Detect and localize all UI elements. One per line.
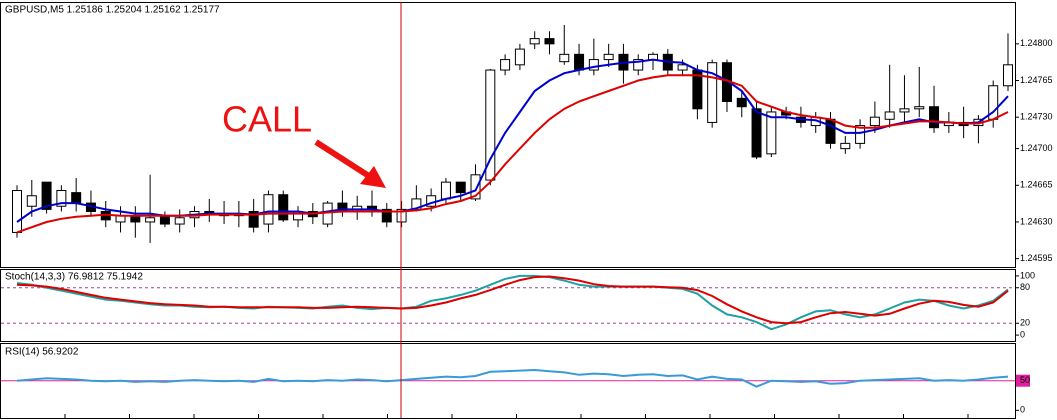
candle-body [455, 181, 466, 194]
candle-body [174, 217, 185, 225]
candle-body [56, 190, 67, 207]
candle-body [411, 198, 422, 210]
candle-body [396, 208, 407, 223]
candle-body [899, 108, 910, 113]
rsi-title: RSI(14) 56.9202 [5, 347, 79, 358]
y-tick-label: 1.24595 [1020, 253, 1053, 263]
candle-body [544, 38, 555, 45]
candle-body [736, 97, 747, 108]
y-tick-label: 100 [1020, 270, 1035, 280]
y-tick-label: 0 [1020, 329, 1025, 339]
candle-body [485, 69, 496, 181]
annotation-arrow [314, 139, 374, 181]
candle-body [278, 194, 289, 221]
candle-body [470, 174, 481, 200]
candle-body [766, 111, 777, 155]
candle-body [381, 208, 392, 223]
candle-body [440, 181, 451, 200]
annotation-arrowhead [360, 166, 386, 188]
candle-body [633, 59, 644, 71]
y-tick-label: 1.24765 [1020, 75, 1053, 85]
candle-body [869, 116, 880, 127]
candle-body [559, 53, 570, 63]
candle-body [500, 59, 511, 71]
candle-body [514, 48, 525, 66]
candle-body [263, 194, 274, 225]
y-tick-label: 1.24730 [1020, 112, 1053, 122]
candle-body [26, 195, 37, 207]
candle-body [914, 106, 925, 110]
main-title: GBPUSD,M5 1.25186 1.25204 1.25162 1.2517… [5, 5, 220, 16]
y-tick-label: 80 [1020, 282, 1030, 292]
candle-body [248, 210, 259, 228]
annotation: CALL [222, 99, 312, 140]
plot-layer: 1.24595 1.24630 1.24665 1.24700 1.24730 1.247… [1, 25, 1053, 418]
candle-body [855, 125, 866, 144]
candle-body [71, 192, 82, 204]
candle-body [840, 142, 851, 150]
candle-body [825, 118, 836, 144]
main-panel-frame [0, 2, 1016, 268]
y-tick-label: 1.24630 [1020, 216, 1053, 226]
y-tick-label: 50 [1020, 375, 1030, 385]
series-line [16, 275, 1009, 325]
candle-body [145, 217, 156, 223]
candle-body [12, 190, 22, 233]
candle-body [751, 108, 762, 158]
candle-body [529, 38, 540, 45]
y-tick-label: 1.24665 [1020, 180, 1053, 190]
y-tick-label: 1.24800 [1020, 38, 1053, 48]
y-tick-label: 0 [1020, 405, 1025, 415]
y-tick-label: 20 [1020, 318, 1030, 328]
candle-body [1003, 64, 1013, 87]
candle-body [677, 64, 688, 71]
stoch-title: Stoch(14,3,3) 76.9812 75.1942 [5, 272, 143, 283]
series-line [16, 368, 1009, 388]
level-label-bg [1016, 374, 1030, 387]
candle-body [884, 111, 895, 120]
candle-body [41, 181, 52, 210]
y-tick-label: 1.24700 [1020, 143, 1053, 153]
stoch-panel-frame [0, 269, 1016, 342]
candle-body [707, 62, 718, 123]
candle-body [159, 216, 170, 225]
candle-body [574, 53, 585, 71]
candle-body [929, 106, 940, 129]
candle-body [130, 216, 141, 223]
series-line [16, 74, 1009, 234]
candle-body [603, 53, 614, 61]
candle-body [588, 59, 599, 71]
